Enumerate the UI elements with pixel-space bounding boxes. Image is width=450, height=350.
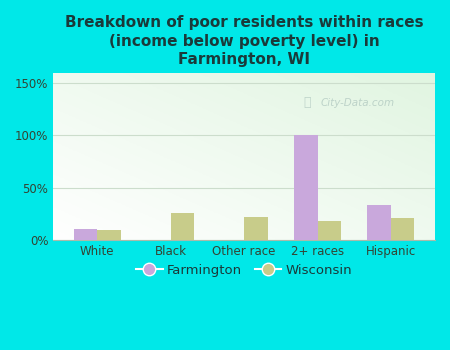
Bar (171, 213, 194, 240)
Text: City-Data.com: City-Data.com (320, 98, 395, 108)
Bar (294, 135, 318, 240)
Bar (74, 229, 97, 240)
Text: ⓘ: ⓘ (303, 96, 311, 109)
Bar (97, 230, 121, 240)
Bar (391, 218, 414, 240)
Bar (318, 221, 341, 240)
Legend: Farmington, Wisconsin: Farmington, Wisconsin (136, 264, 352, 277)
Bar (244, 217, 268, 240)
Title: Breakdown of poor residents within races
(income below poverty level) in
Farming: Breakdown of poor residents within races… (65, 15, 423, 67)
Bar (368, 205, 391, 240)
